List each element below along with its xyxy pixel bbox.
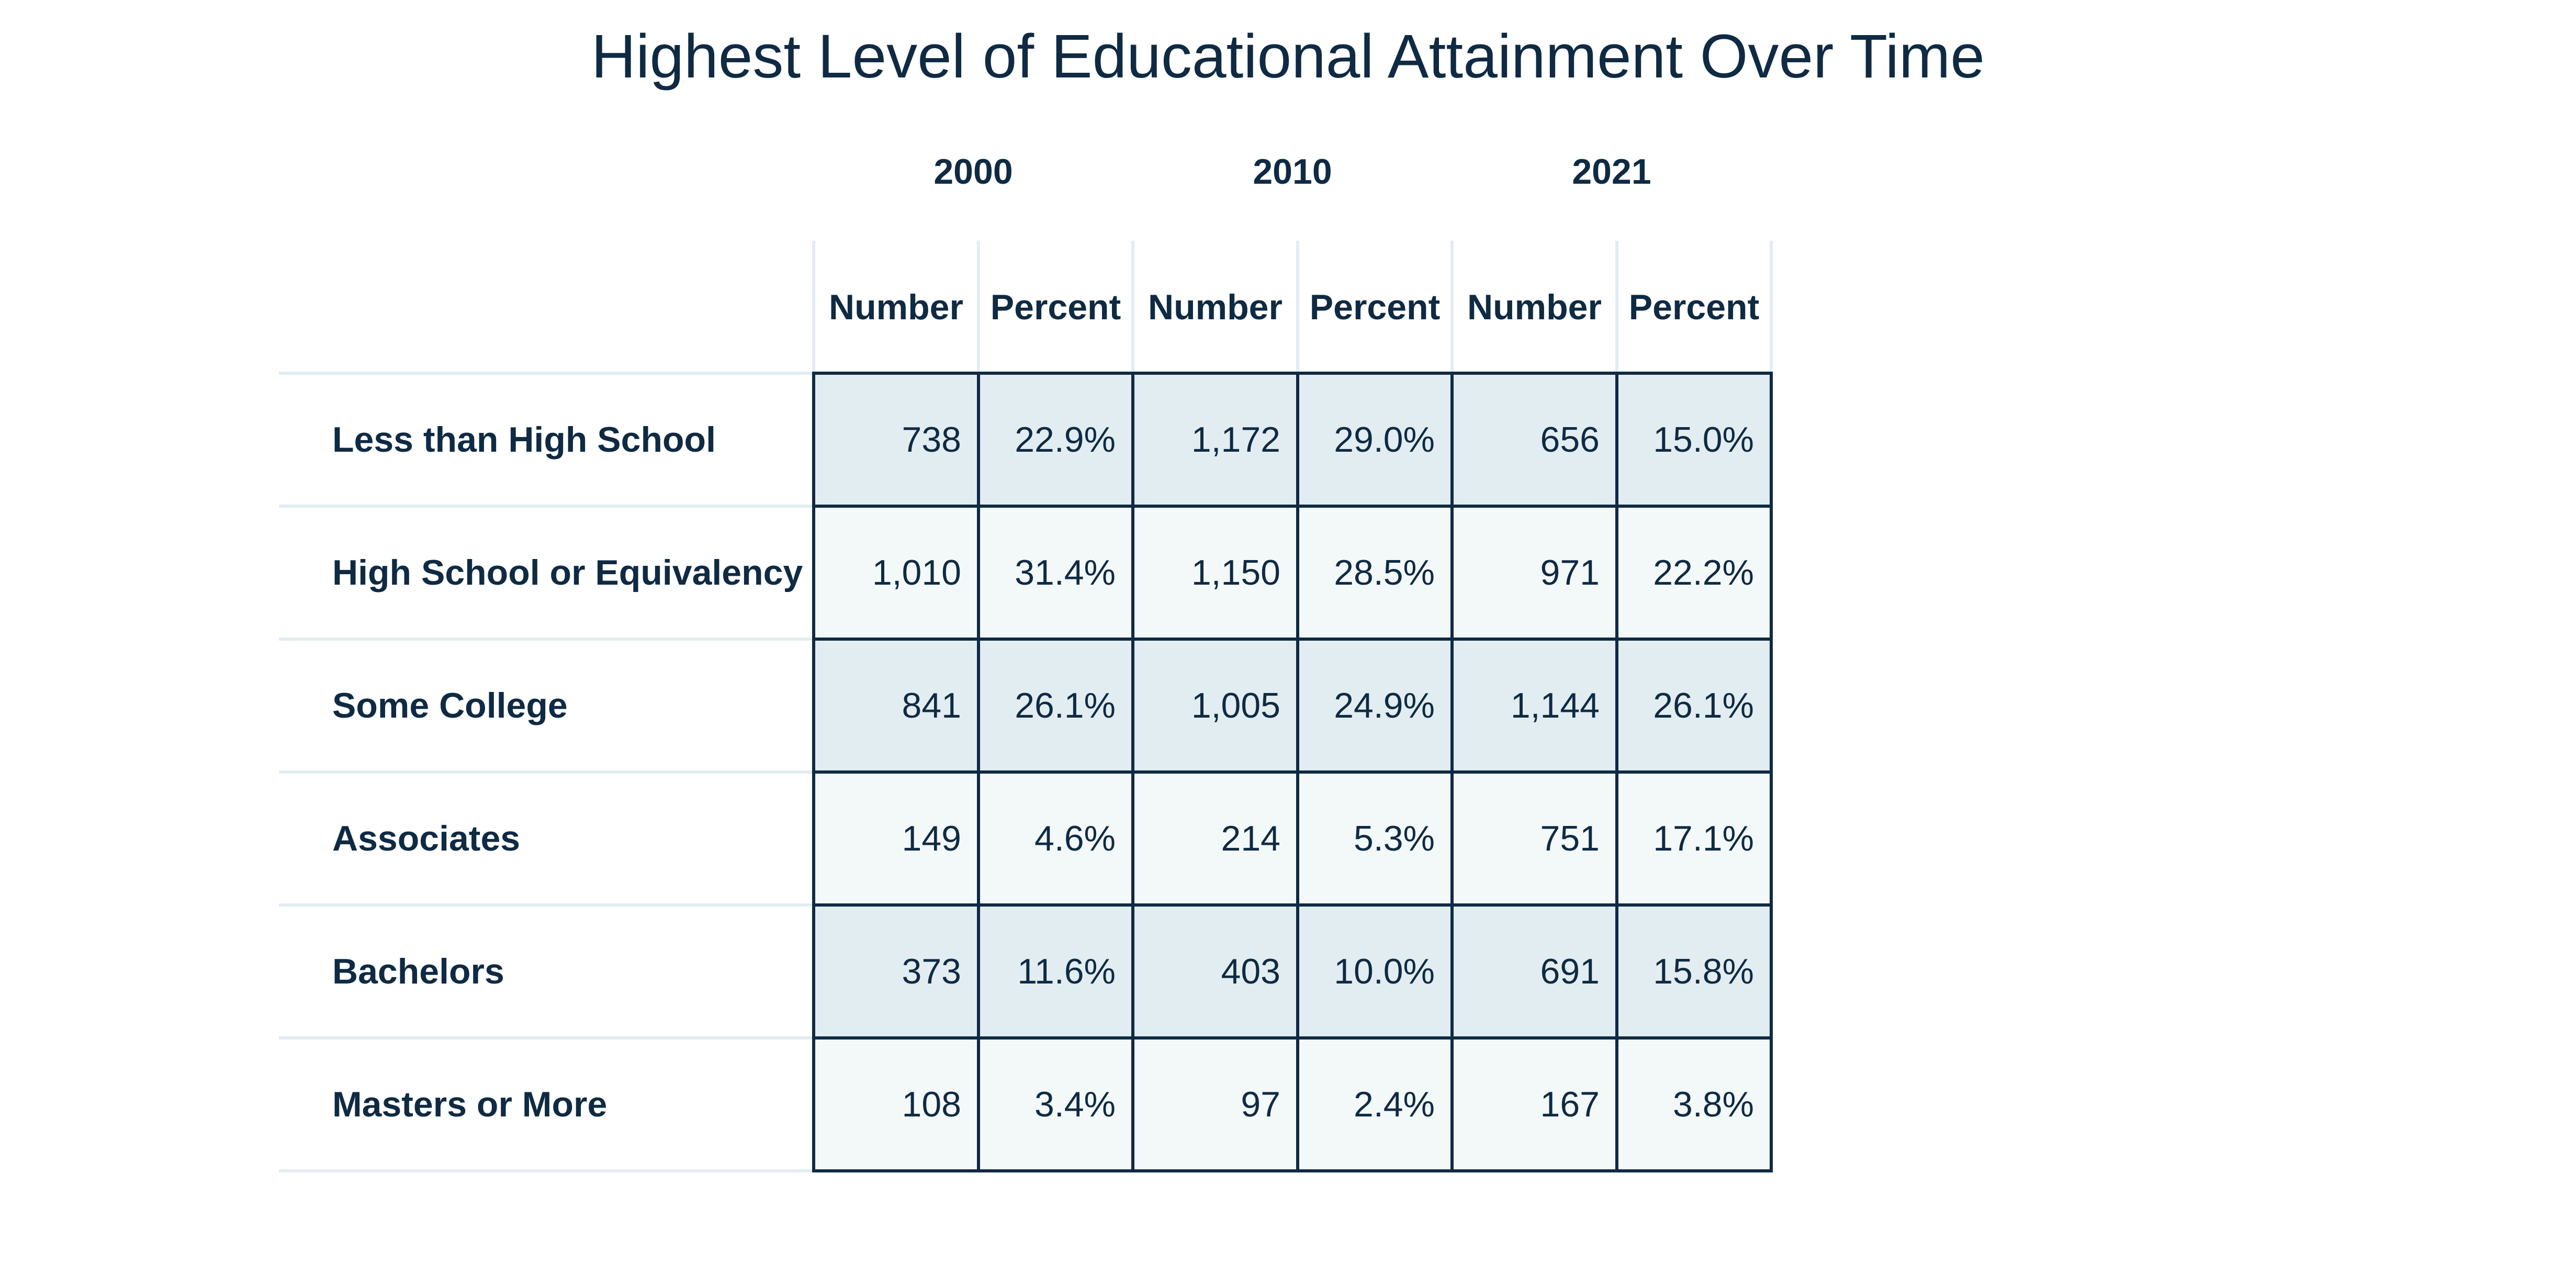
table-cell: 1,005 <box>1133 639 1298 772</box>
table-cell: 31.4% <box>978 506 1133 639</box>
chart-title: Highest Level of Educational Attainment … <box>591 22 1985 91</box>
table-cell: 373 <box>814 905 978 1038</box>
row-label: Less than High School <box>332 420 716 460</box>
row-separator <box>279 372 815 375</box>
row-separator <box>279 638 815 641</box>
column-header-percent: Percent <box>1628 287 1760 327</box>
table-cell: 11.6% <box>978 905 1133 1038</box>
table-cell: 15.8% <box>1617 905 1771 1038</box>
table-cell: 1,150 <box>1133 506 1298 639</box>
table-cell: 1,010 <box>814 506 978 639</box>
row-label: Associates <box>332 819 521 858</box>
header-separator <box>977 241 980 374</box>
year-header-2000: 2000 <box>933 152 1013 192</box>
column-header-number: Number <box>1467 287 1602 327</box>
table-cell: 1,172 <box>1133 373 1298 506</box>
table-cell: 149 <box>814 772 978 905</box>
row-separator <box>279 770 815 774</box>
table-cell: 403 <box>1133 905 1298 1038</box>
table-cell: 3.4% <box>978 1038 1133 1171</box>
table-cell: 971 <box>1452 506 1617 639</box>
row-separator <box>279 1036 815 1040</box>
row-label: High School or Equivalency <box>332 553 803 593</box>
header-separator <box>1615 241 1618 374</box>
table-cell: 22.2% <box>1617 506 1771 639</box>
table-cell: 10.0% <box>1298 905 1452 1038</box>
table-cell: 26.1% <box>1617 639 1771 772</box>
table-cell: 4.6% <box>978 772 1133 905</box>
header-separator <box>1450 241 1454 374</box>
table-cell: 751 <box>1452 772 1617 905</box>
row-label: Some College <box>332 686 568 725</box>
table-cell: 656 <box>1452 373 1617 506</box>
table-cell: 738 <box>814 373 978 506</box>
table-cell: 5.3% <box>1298 772 1452 905</box>
header-separator <box>812 241 815 374</box>
column-header-percent: Percent <box>1309 287 1441 327</box>
table-cell: 28.5% <box>1298 506 1452 639</box>
table-cell: 15.0% <box>1617 373 1771 506</box>
table-cell: 214 <box>1133 772 1298 905</box>
year-header-2021: 2021 <box>1572 152 1651 192</box>
table-cell: 26.1% <box>978 639 1133 772</box>
table-cell: 97 <box>1133 1038 1298 1171</box>
table-cell: 3.8% <box>1617 1038 1771 1171</box>
table-cell: 108 <box>814 1038 978 1171</box>
table-cell: 1,144 <box>1452 639 1617 772</box>
header-separator <box>1131 241 1134 374</box>
row-label: Bachelors <box>332 952 504 991</box>
header-separator <box>1296 241 1299 374</box>
header-separator <box>1770 241 1773 374</box>
column-header-percent: Percent <box>990 287 1121 327</box>
column-header-number: Number <box>1148 287 1283 327</box>
row-separator <box>279 903 815 907</box>
year-header-2010: 2010 <box>1253 152 1332 192</box>
table-cell: 24.9% <box>1298 639 1452 772</box>
row-separator <box>279 505 815 508</box>
column-header-number: Number <box>829 287 963 327</box>
table-cell: 691 <box>1452 905 1617 1038</box>
table-cell: 167 <box>1452 1038 1617 1171</box>
table-cell: 17.1% <box>1617 772 1771 905</box>
table-cell: 29.0% <box>1298 373 1452 506</box>
table-cell: 841 <box>814 639 978 772</box>
row-separator <box>279 1169 815 1172</box>
table-cell: 22.9% <box>978 373 1133 506</box>
row-label: Masters or More <box>332 1085 608 1124</box>
table-cell: 2.4% <box>1298 1038 1452 1171</box>
